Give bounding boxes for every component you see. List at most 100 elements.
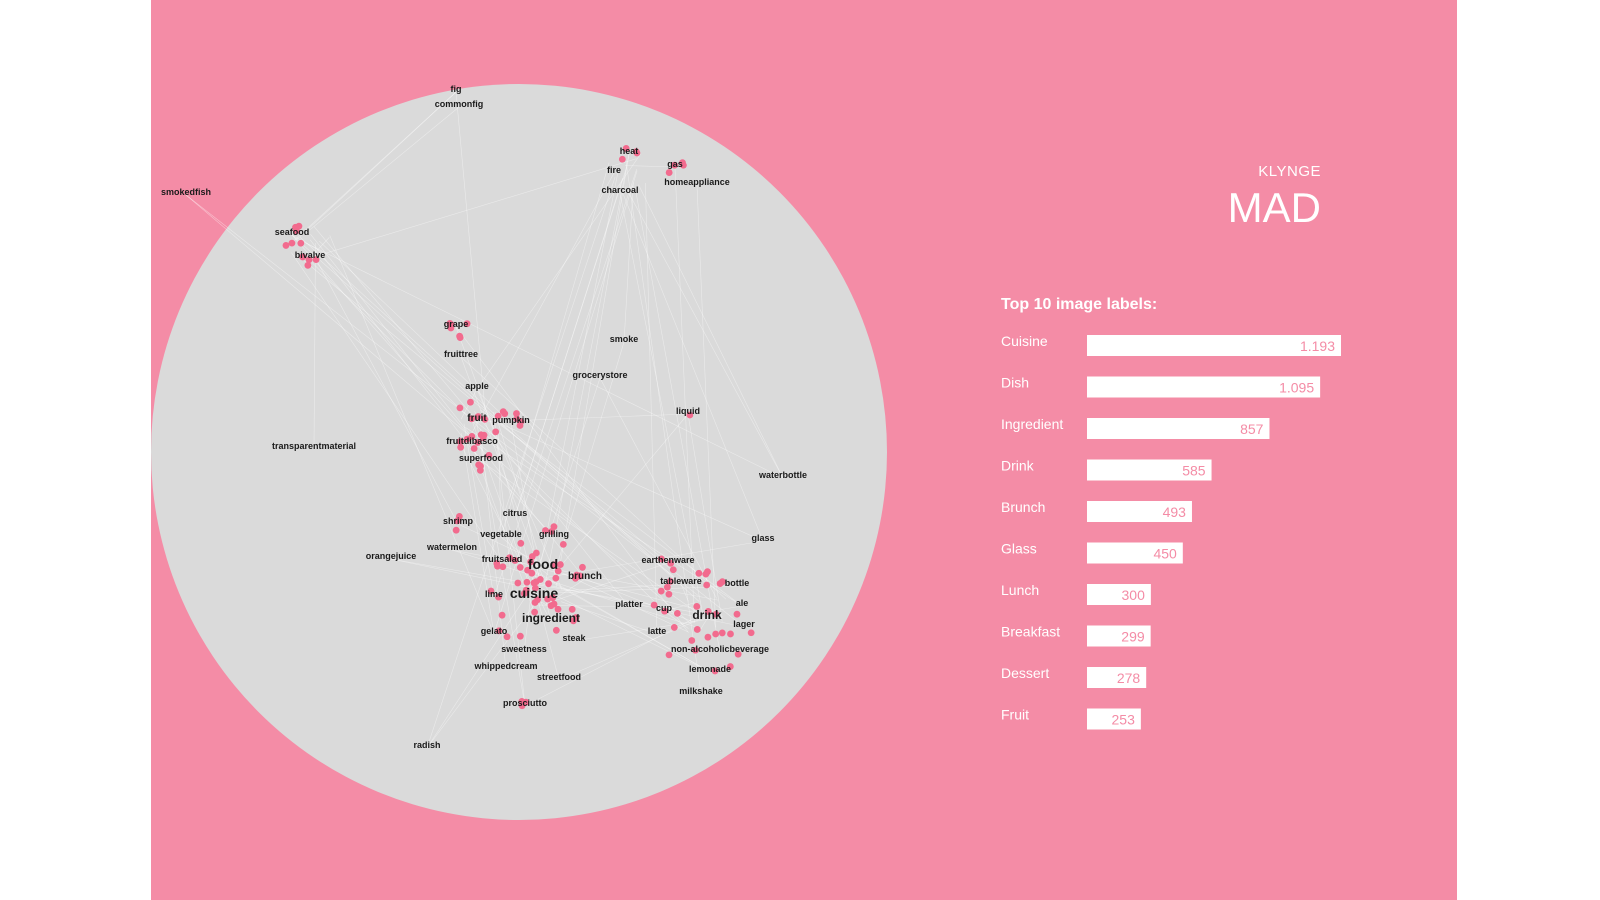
- network-label: latte: [648, 626, 667, 636]
- network-node: [679, 159, 686, 167]
- network-label: citrus: [503, 508, 528, 518]
- network-node: [695, 569, 703, 577]
- network-label: lager: [733, 619, 755, 629]
- network-edge: [500, 536, 549, 575]
- network-edge: [494, 412, 544, 570]
- network-node: [718, 629, 726, 637]
- network-label: superfood: [459, 453, 503, 463]
- network-edge: [625, 165, 676, 168]
- network-label: radish: [413, 740, 440, 750]
- network-edge: [185, 194, 700, 597]
- network-edge: [390, 558, 702, 614]
- bar-value-label: 1.193: [1300, 338, 1335, 354]
- network-node: [554, 605, 562, 613]
- bar-category-label: Fruit: [1001, 707, 1029, 723]
- network-edge: [524, 579, 745, 628]
- bar-category-label: Glass: [1001, 541, 1037, 557]
- network-edge: [493, 170, 638, 635]
- network-node: [665, 169, 673, 176]
- network-edge: [476, 153, 641, 390]
- network-edge: [306, 106, 460, 233]
- network-edge: [313, 226, 478, 422]
- network-label: vegetable: [480, 529, 522, 539]
- network-edge: [514, 177, 623, 517]
- network-node: [663, 583, 671, 591]
- network-label: sweetness: [501, 644, 547, 654]
- network-node: [494, 412, 502, 420]
- network-node: [657, 587, 665, 595]
- network-edge: [460, 356, 554, 604]
- network-node: [579, 563, 586, 571]
- bar-category-label: Cuisine: [1001, 333, 1048, 349]
- network-edge: [305, 242, 784, 479]
- network-edge: [500, 423, 764, 542]
- network-node: [666, 578, 674, 585]
- network-label: apple: [465, 381, 489, 391]
- network-node: [523, 578, 531, 586]
- bar: [1087, 625, 1151, 647]
- network-node: [312, 256, 320, 264]
- network-label: smokedfish: [161, 187, 211, 197]
- network-node: [522, 586, 530, 594]
- network-edge: [185, 194, 692, 625]
- bar: [1087, 501, 1192, 522]
- network-node: [552, 574, 560, 582]
- network-label: brunch: [568, 571, 602, 582]
- network-node: [545, 580, 552, 588]
- network-edge: [619, 185, 634, 194]
- network-node: [524, 566, 531, 574]
- network-node: [693, 626, 701, 633]
- network-node: [470, 445, 478, 452]
- bar: [1087, 459, 1212, 481]
- network-label: transparentmaterial: [272, 441, 356, 451]
- network-node: [305, 256, 313, 264]
- bar: [1087, 542, 1183, 564]
- network-node: [495, 627, 503, 635]
- bar-category-label: Brunch: [1001, 499, 1045, 515]
- network-node: [569, 617, 577, 625]
- network-edge: [309, 239, 482, 462]
- network-node: [622, 145, 630, 152]
- network-label: lime: [485, 589, 503, 599]
- network-edge: [455, 326, 495, 432]
- network-label: gelato: [481, 626, 508, 636]
- bar: [1087, 667, 1147, 688]
- bar-value-label: 299: [1121, 629, 1145, 645]
- network-edge: [309, 237, 330, 259]
- network-node: [288, 239, 296, 247]
- network-edge: [310, 233, 586, 580]
- network-edge: [561, 601, 658, 635]
- network-edge: [475, 416, 526, 707]
- network-node: [650, 601, 658, 609]
- network-node: [702, 570, 710, 578]
- network-edge: [556, 413, 689, 572]
- network-node: [474, 439, 482, 446]
- network-edge: [426, 598, 540, 749]
- network-node: [704, 608, 712, 615]
- bar-chart-title: Top 10 image labels:: [1001, 296, 1158, 313]
- network-edge: [460, 356, 727, 600]
- network-edge: [319, 240, 512, 424]
- network-edge: [625, 186, 784, 479]
- network-node: [671, 161, 679, 169]
- network-node: [514, 579, 522, 587]
- network-node: [479, 434, 487, 442]
- network-label: seafood: [275, 227, 310, 237]
- network-edge: [474, 411, 630, 608]
- network-node: [542, 527, 549, 534]
- network-node: [481, 416, 489, 423]
- network-edge: [663, 602, 695, 612]
- network-edge: [463, 423, 495, 598]
- network-edge: [314, 256, 459, 525]
- network-label: grocerystore: [572, 370, 627, 380]
- network-node: [506, 554, 513, 562]
- network-node: [282, 242, 290, 249]
- header-title: MAD: [1227, 184, 1321, 231]
- bar-value-label: 450: [1153, 546, 1177, 562]
- network-edge: [471, 448, 555, 538]
- network-label: charcoal: [601, 185, 638, 195]
- network-edge: [558, 611, 718, 681]
- network-node: [726, 663, 734, 670]
- network-label: cuisine: [510, 585, 558, 601]
- network-node: [712, 610, 720, 618]
